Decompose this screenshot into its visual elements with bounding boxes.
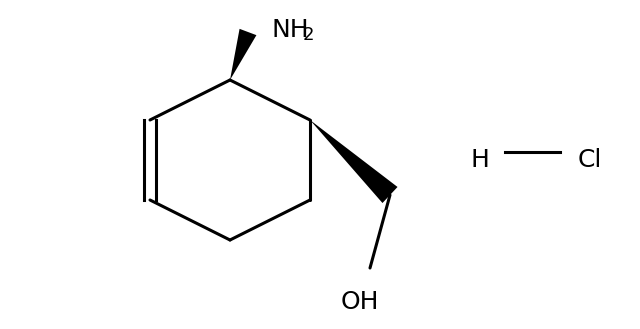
Text: H: H xyxy=(470,148,490,172)
Text: 2: 2 xyxy=(303,26,314,44)
Polygon shape xyxy=(230,29,257,80)
Text: Cl: Cl xyxy=(578,148,602,172)
Text: NH: NH xyxy=(272,18,310,42)
Text: OH: OH xyxy=(340,290,380,314)
Polygon shape xyxy=(310,120,397,203)
